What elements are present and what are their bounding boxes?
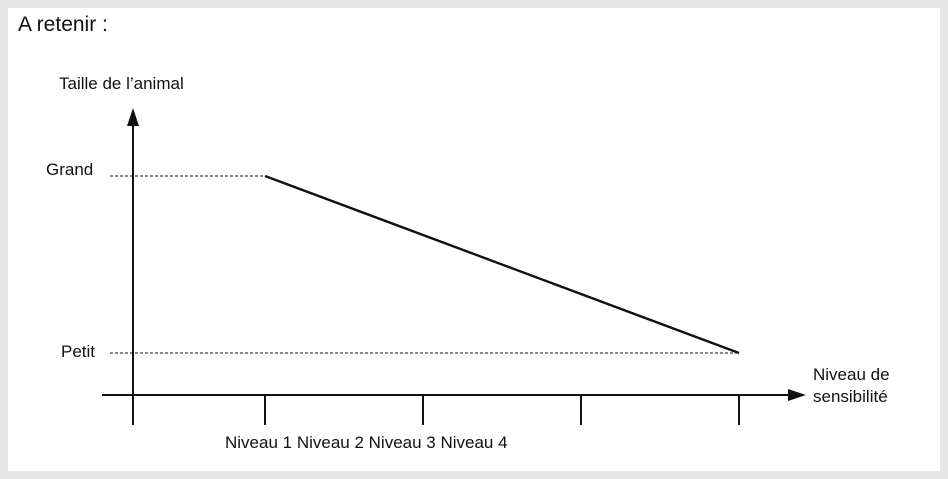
y-axis-label: Taille de l’animal (59, 74, 184, 93)
chart-frame (8, 8, 940, 471)
x-tick-caption: Niveau 1 Niveau 2 Niveau 3 Niveau 4 (225, 433, 508, 452)
x-axis-label-line-1: Niveau de (813, 365, 890, 384)
y-level-label-petit: Petit (61, 342, 95, 361)
axes (102, 108, 806, 425)
box-title: A retenir : (18, 13, 108, 36)
y-axis-arrowhead (127, 108, 139, 126)
series-line-0 (264, 174, 740, 355)
x-axis-arrowhead (788, 389, 806, 401)
x-axis-label-line-2: sensibilité (813, 387, 888, 406)
y-level-label-grand: Grand (46, 160, 93, 179)
